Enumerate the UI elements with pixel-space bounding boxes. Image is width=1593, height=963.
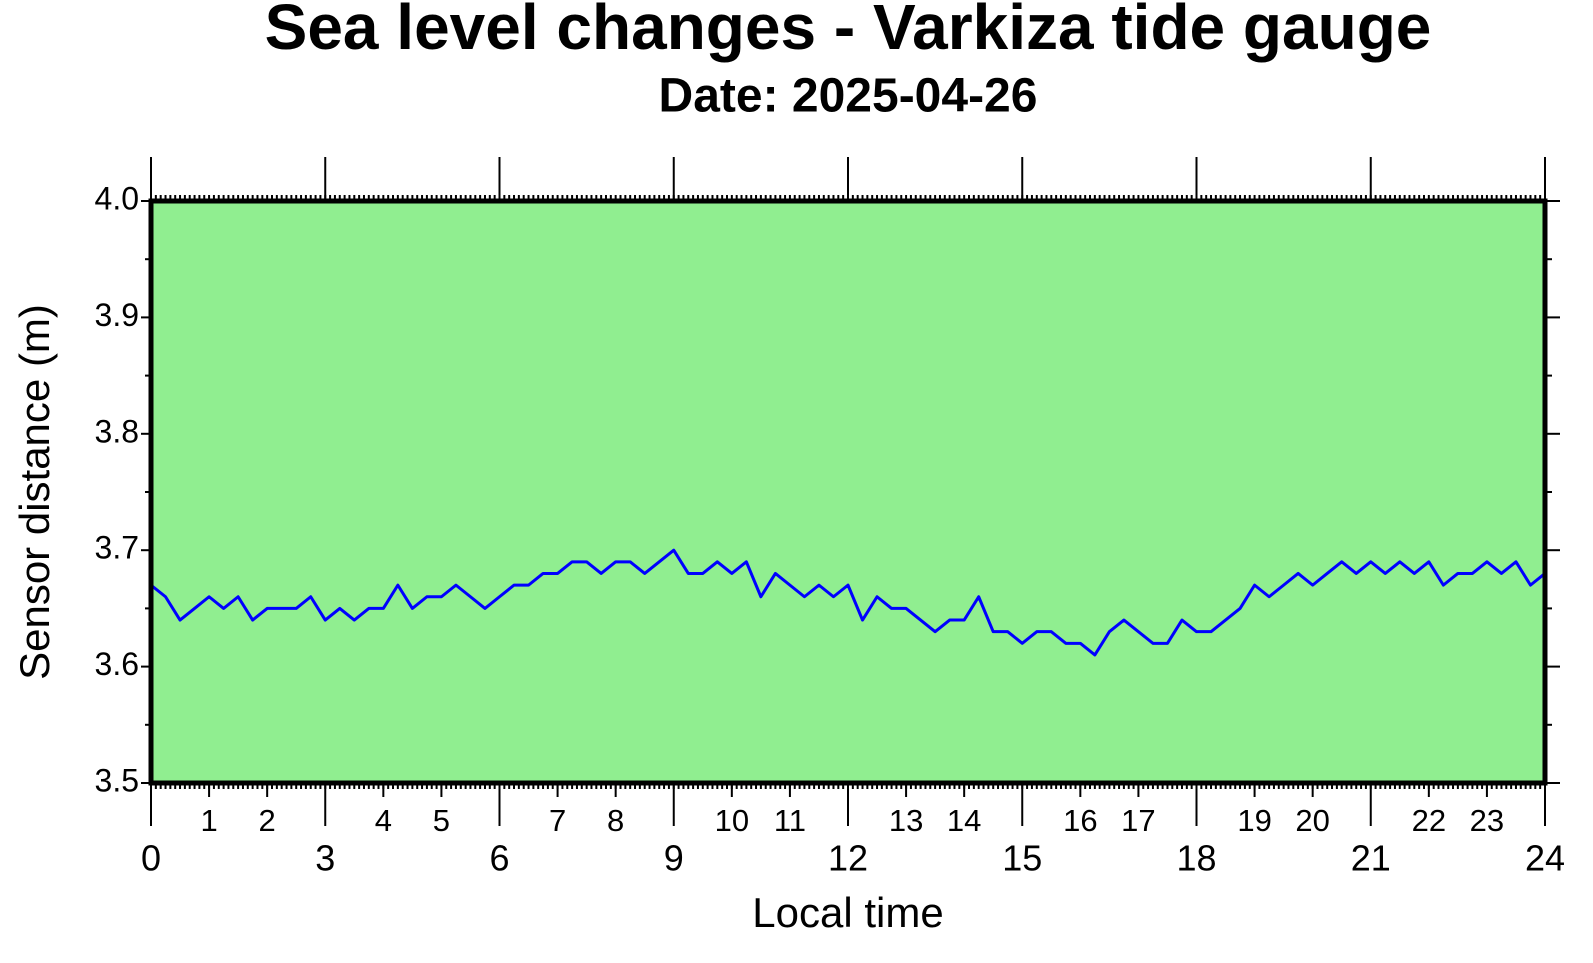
x-hour-label: 19 [1237,803,1271,838]
x-hour-label: 2 [259,803,276,838]
x-hour-label: 1 [200,803,217,838]
x-hour-label: 20 [1295,803,1329,838]
y-tick-label: 3.8 [95,413,139,449]
x-tick-label: 9 [664,838,684,879]
x-hour-label: 4 [375,803,392,838]
x-hour-label: 17 [1121,803,1155,838]
x-tick-label: 21 [1351,838,1391,879]
x-hour-label: 13 [889,803,923,838]
x-hour-label: 14 [947,803,981,838]
x-tick-label: 18 [1176,838,1216,879]
y-tick-label: 4.0 [95,180,139,216]
chart-subtitle: Date: 2025-04-26 [659,70,1038,123]
plot-background [151,201,1545,783]
x-hour-label: 5 [433,803,450,838]
sea-level-line [150,548,1546,657]
x-axis-label: Local time [752,889,943,936]
x-hour-label: 16 [1063,803,1097,838]
x-tick-label: 15 [1002,838,1042,879]
x-tick-label: 3 [315,838,335,879]
x-tick-label: 6 [489,838,509,879]
x-hour-label: 23 [1470,803,1504,838]
x-hour-label: 7 [549,803,566,838]
x-hour-label: 11 [774,803,806,838]
y-tick-label: 3.6 [95,646,139,682]
y-tick-label: 3.5 [95,762,139,798]
x-tick-label: 24 [1525,838,1565,879]
y-tick-label: 3.9 [95,297,139,333]
plot-frame [148,198,1548,786]
y-axis-label: Sensor distance (m) [11,304,58,680]
x-hour-label: 22 [1412,803,1446,838]
x-tick-label: 12 [828,838,868,879]
x-tick-label: 0 [141,838,161,879]
x-hour-label: 10 [715,803,749,838]
chart-title: Sea level changes - Varkiza tide gauge [265,0,1432,63]
x-hour-label: 8 [607,803,624,838]
y-tick-label: 3.7 [95,530,139,566]
